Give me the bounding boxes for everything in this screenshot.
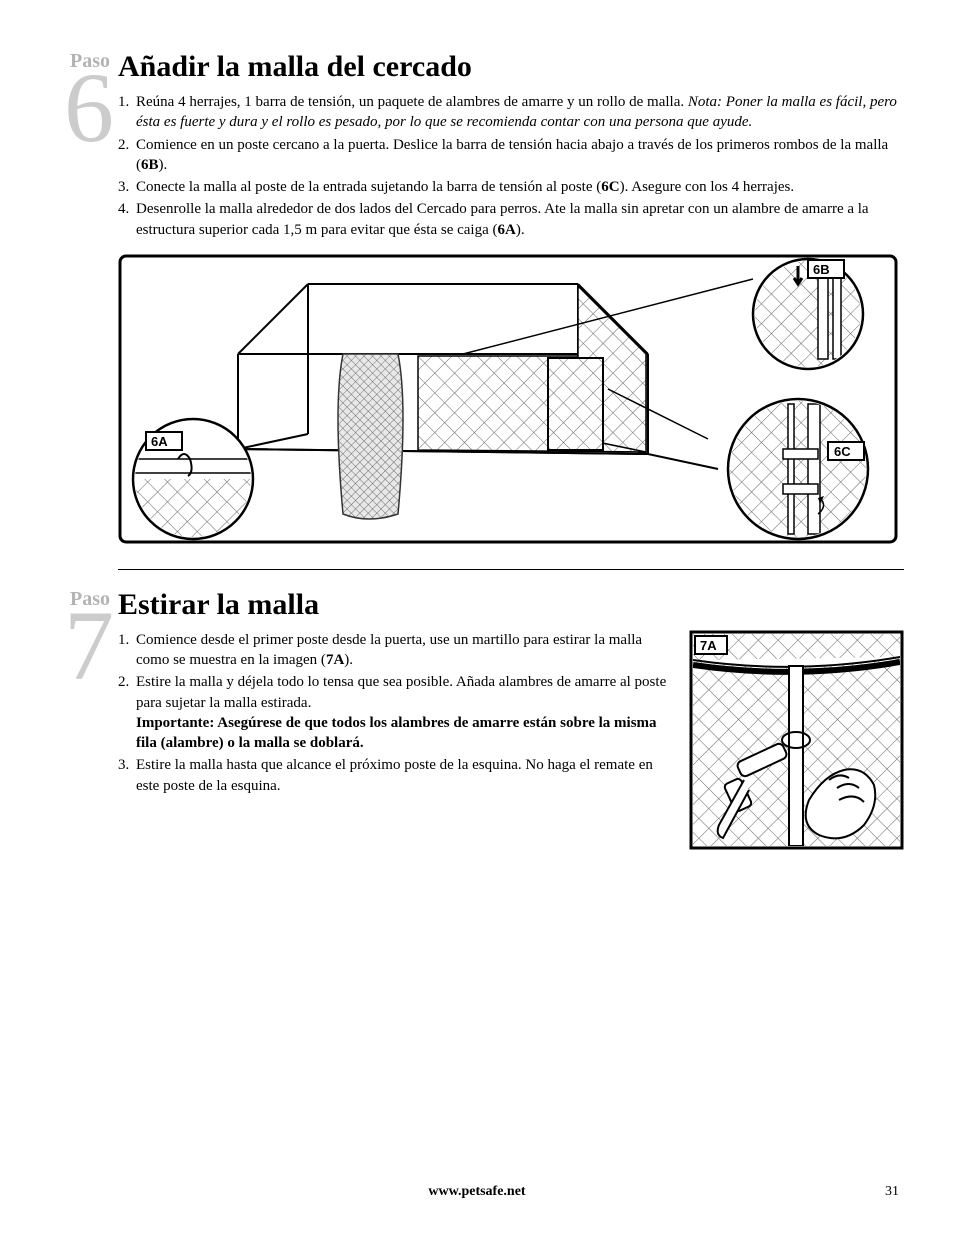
list-item: 1. Reúna 4 herrajes, 1 barra de tensión,…: [118, 92, 904, 133]
label-6a: 6A: [151, 434, 168, 449]
step-7-list: 1. Comience desde el primer poste desde …: [118, 630, 669, 796]
label-7a: 7A: [700, 638, 717, 653]
list-item: 1. Comience desde el primer poste desde …: [118, 630, 669, 671]
step-7: Paso 7 Estirar la malla 1. Comience desd…: [40, 588, 904, 855]
step-6-content: Añadir la malla del cercado 1. Reúna 4 h…: [118, 50, 904, 240]
step-6-diagram: 6B 6C: [118, 254, 904, 549]
section-divider: [118, 569, 904, 570]
step-6-number: 6: [40, 63, 110, 153]
step-7-content: Estirar la malla 1. Comience desde el pr…: [118, 588, 904, 855]
list-item: 2. Estire la malla y déjela todo lo tens…: [118, 672, 669, 753]
step-6-list: 1. Reúna 4 herrajes, 1 barra de tensión,…: [118, 92, 904, 240]
label-6c: 6C: [834, 444, 851, 459]
diagram-6-svg: 6B 6C: [118, 254, 898, 544]
step-7-title: Estirar la malla: [118, 588, 904, 622]
label-6b: 6B: [813, 262, 830, 277]
diagram-7a-svg: 7A: [689, 630, 904, 850]
step-7-diagram: 7A: [689, 630, 904, 855]
step-7-label: Paso 7: [40, 588, 110, 691]
step-7-number: 7: [40, 601, 110, 691]
list-item: 4. Desenrolle la malla alrededor de dos …: [118, 199, 904, 240]
list-item: 3. Conecte la malla al poste de la entra…: [118, 177, 904, 197]
step-6: Paso 6 Añadir la malla del cercado 1. Re…: [40, 50, 904, 549]
list-item: 3. Estire la malla hasta que alcance el …: [118, 755, 669, 796]
step-6-label: Paso 6: [40, 50, 110, 153]
step-6-title: Añadir la malla del cercado: [118, 50, 904, 84]
footer-url: www.petsafe.net: [0, 1184, 954, 1200]
list-item: 2. Comience en un poste cercano a la pue…: [118, 135, 904, 176]
page-number: 31: [885, 1184, 899, 1200]
